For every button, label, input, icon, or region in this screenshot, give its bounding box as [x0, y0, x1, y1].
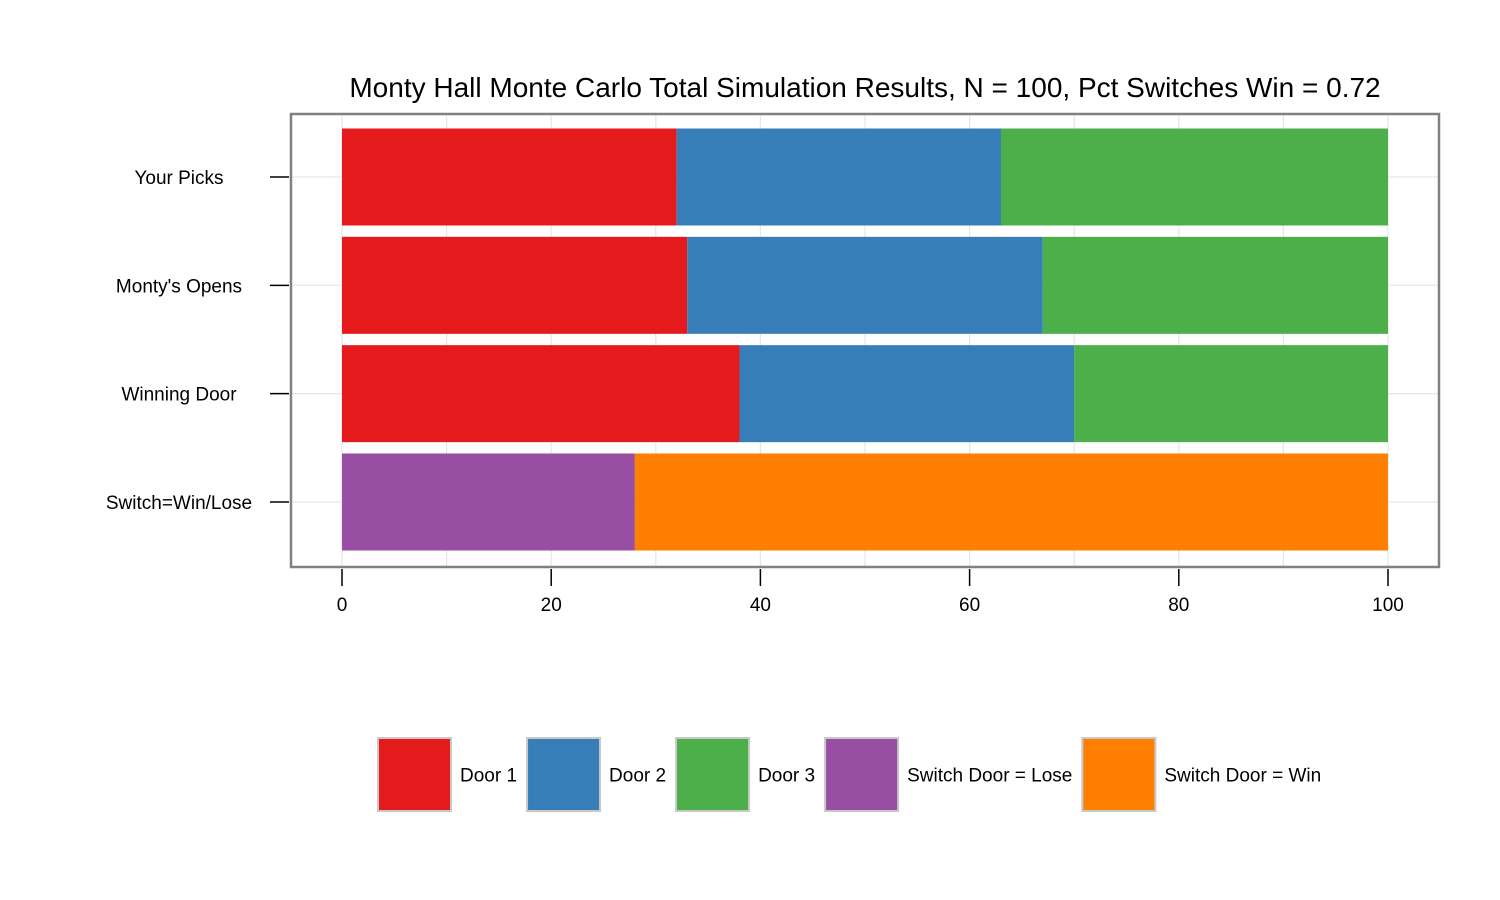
bar-winning-door-door-3	[1074, 345, 1388, 443]
bar-winning-door-door-2	[739, 345, 1075, 443]
chart-title: Monty Hall Monte Carlo Total Simulation …	[349, 72, 1380, 103]
x-tick-label-20: 20	[541, 595, 562, 616]
bar-winning-door-door-1	[342, 345, 740, 443]
category-label-switch-win-lose: Switch=Win/Lose	[106, 493, 252, 514]
x-axis: 0 20 40 60 80 100	[337, 569, 1404, 616]
legend-label-door-3: Door 3	[758, 766, 815, 787]
legend: Door 1 Door 2 Door 3 Switch Door = Lose Swit…	[377, 737, 1321, 812]
category-label-monty-s-opens: Monty's Opens	[116, 276, 242, 297]
bar-your-picks-door-1	[342, 128, 677, 226]
legend-swatch-switch-door-lose	[824, 737, 900, 812]
x-tick-label-80: 80	[1168, 595, 1189, 616]
legend-swatch-door-3	[675, 737, 751, 812]
category-axis: Your Picks Monty's Opens Winning Door Switc…	[106, 168, 289, 514]
bar-monty-s-opens-door-3	[1042, 236, 1388, 334]
bar-monty-s-opens-door-1	[342, 236, 688, 334]
legend-label-switch-door-win: Switch Door = Win	[1164, 766, 1321, 787]
legend-swatch-door-1	[377, 737, 452, 812]
category-label-your-picks: Your Picks	[134, 168, 223, 189]
legend-label-door-2: Door 2	[609, 766, 666, 787]
legend-label-door-1: Door 1	[460, 766, 517, 787]
bar-switch-win-lose-switch-door-lose	[342, 453, 635, 551]
legend-swatch-door-2	[526, 737, 602, 812]
x-tick-label-100: 100	[1372, 595, 1404, 616]
legend-label-switch-door-lose: Switch Door = Lose	[907, 766, 1072, 787]
bar-monty-s-opens-door-2	[687, 236, 1043, 334]
category-label-winning-door: Winning Door	[121, 385, 237, 406]
x-tick-label-60: 60	[959, 595, 980, 616]
x-tick-label-0: 0	[337, 595, 348, 616]
plot-frame	[289, 112, 1441, 569]
bar-your-picks-door-2	[676, 128, 1001, 226]
bars	[342, 128, 1388, 551]
bar-your-picks-door-3	[1000, 128, 1388, 226]
bar-switch-win-lose-switch-door-win	[634, 453, 1388, 551]
legend-swatch-switch-door-win	[1081, 737, 1157, 812]
x-tick-label-40: 40	[750, 595, 771, 616]
